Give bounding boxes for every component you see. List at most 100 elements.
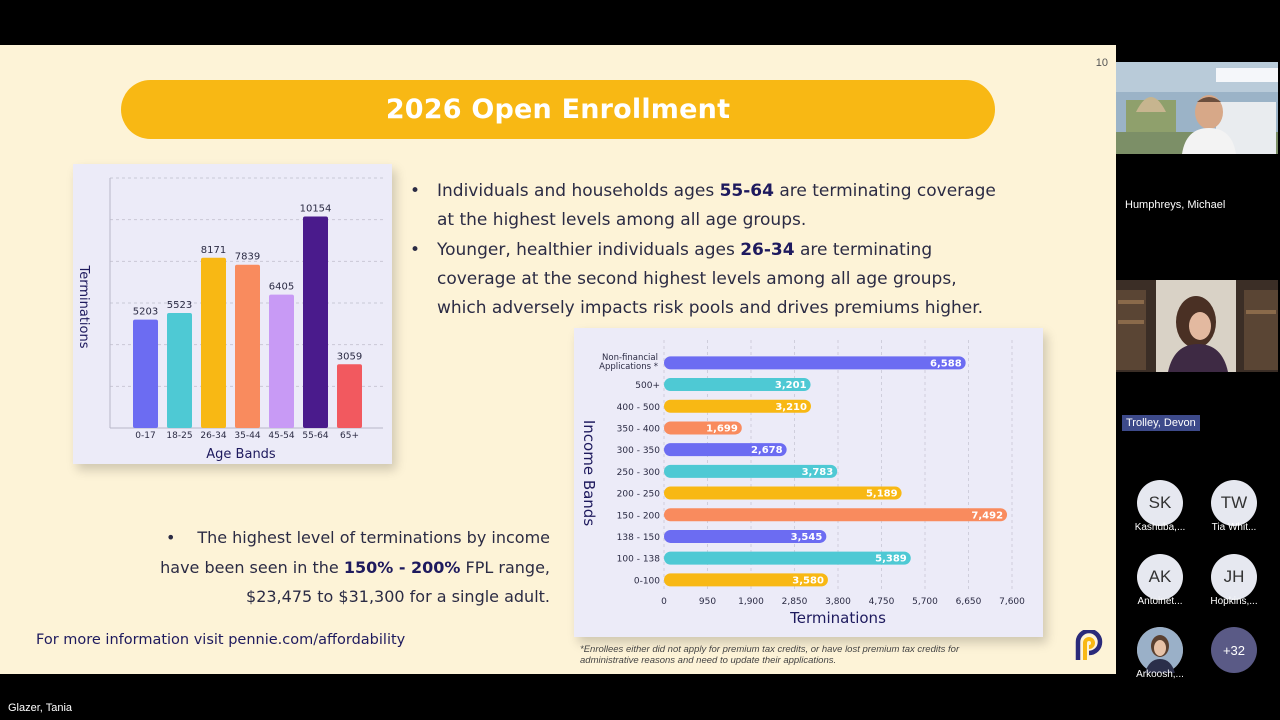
bar-value-label: 3,783 <box>802 467 834 478</box>
x-tick-label: 0-17 <box>135 431 155 441</box>
income-bullet: • The highest level of terminations by i… <box>160 523 550 612</box>
avatar-name: Kashuba,... <box>1134 522 1186 533</box>
age-chart-svg: 5203 0-17 5523 18-25 8171 26-34 7839 35-44 6405 4… <box>76 177 383 462</box>
bar-value-label: 5,389 <box>875 554 907 565</box>
bar <box>201 257 226 428</box>
bullet-item: • Individuals and households ages 55-64 … <box>410 177 1010 236</box>
bar-value-label: 5523 <box>167 300 192 311</box>
bullet-text: Younger, healthier individuals ages <box>437 239 741 260</box>
x-tick-label: 26-34 <box>200 431 226 441</box>
bullet-dot: • <box>410 239 421 260</box>
more-participants-button[interactable]: +32 <box>1211 627 1257 673</box>
x-axis-title: Terminations <box>789 609 886 627</box>
bullet-text: are terminating coverage at the second h… <box>437 239 984 319</box>
title-banner: 2026 Open Enrollment <box>121 80 995 139</box>
bar <box>133 319 158 428</box>
participant-avatar[interactable]: AK <box>1137 554 1183 600</box>
bar <box>167 312 192 428</box>
video-frame <box>1116 62 1278 154</box>
footnote: *Enrollees either did not apply for prem… <box>580 644 960 666</box>
bar-value-label: 2,678 <box>751 445 783 456</box>
bar <box>664 399 811 413</box>
bullet-text: The highest level of terminations by inc… <box>160 528 550 577</box>
participant-avatar[interactable]: SK <box>1137 480 1183 526</box>
participant-photo-avatar[interactable] <box>1137 627 1183 673</box>
x-tick-label: 45-54 <box>268 431 294 441</box>
bullet-emphasis: 55-64 <box>719 181 774 201</box>
y-tick-label: 500+ <box>635 381 660 391</box>
y-tick-label: 300 - 350 <box>617 446 661 456</box>
avatar-photo <box>1137 627 1183 673</box>
bar-value-label: 6,588 <box>930 358 962 369</box>
bar <box>269 294 294 428</box>
y-tick-label: 150 - 200 <box>617 511 661 521</box>
participant-video[interactable] <box>1116 280 1278 372</box>
bar-value-label: 3,580 <box>792 575 824 586</box>
bar-value-label: 3,210 <box>775 402 807 413</box>
bar <box>303 216 328 428</box>
bar <box>664 508 1008 522</box>
bullet-text: are terminating coverage at the highest … <box>437 181 996 231</box>
bullet-item: • Younger, healthier individuals ages 26… <box>410 236 1010 324</box>
y-tick-label: 400 - 500 <box>617 403 661 413</box>
participant-video[interactable] <box>1116 62 1278 154</box>
y-axis-title: Income Bands <box>580 420 598 526</box>
bar <box>337 364 362 428</box>
bar <box>664 464 838 478</box>
more-info-text: For more information visit pennie.com/af… <box>36 632 406 648</box>
bullet-emphasis: 150% - 200% <box>343 557 461 577</box>
bullet-dot: • <box>166 528 176 547</box>
bullet-list: • Individuals and households ages 55-64 … <box>410 177 1010 323</box>
x-tick-label: 7,600 <box>999 597 1025 607</box>
bar-value-label: 3059 <box>337 351 362 362</box>
bar-value-label: 7,492 <box>971 510 1003 521</box>
x-tick-label: 18-25 <box>166 431 192 441</box>
pennie-logo <box>1075 630 1103 660</box>
x-tick-label: 65+ <box>340 431 359 441</box>
y-tick-label: 350 - 400 <box>617 424 661 434</box>
slide-number: 10 <box>1095 57 1108 69</box>
income-chart-svg: 0 950 1,900 2,850 3,800 4,750 5,700 6,650 7,600 6… <box>580 340 1025 627</box>
presenter-name: Glazer, Tania <box>8 702 73 714</box>
x-tick-label: 35-44 <box>234 431 260 441</box>
y-axis-title: Terminations <box>76 264 91 348</box>
bar <box>235 264 260 428</box>
bullet-dot: • <box>410 181 421 201</box>
bar <box>664 573 828 587</box>
bullet-text: FPL range, $23,475 to $31,300 for a sing… <box>246 557 550 607</box>
x-tick-label: 4,750 <box>869 597 895 607</box>
participant-avatar[interactable]: TW <box>1211 480 1257 526</box>
bar-value-label: 1,699 <box>706 423 738 434</box>
bar-value-label: 5,189 <box>866 489 898 500</box>
slide-title: 2026 Open Enrollment <box>385 94 731 125</box>
y-tick-label: 200 - 250 <box>617 490 661 500</box>
bar-value-label: 10154 <box>300 203 332 214</box>
x-tick-label: 55-64 <box>302 431 328 441</box>
x-tick-label: 950 <box>699 597 716 607</box>
participant-name: Humphreys, Michael <box>1125 199 1226 211</box>
avatar-name: Antoinet... <box>1137 596 1183 607</box>
bar-value-label: 8171 <box>201 245 226 256</box>
avatar-name: Arkoosh,... <box>1136 669 1184 680</box>
bar <box>664 421 742 435</box>
x-tick-label: 1,900 <box>738 597 764 607</box>
shared-slide: 10 2026 Open Enrollment 5203 0-17 5523 18-2… <box>0 45 1116 674</box>
x-tick-label: 5,700 <box>912 597 938 607</box>
bar-value-label: 3,201 <box>775 380 807 391</box>
x-axis-title: Age Bands <box>206 447 276 462</box>
y-tick-label: 250 - 300 <box>617 468 661 478</box>
y-tick-label: 138 - 150 <box>617 533 661 543</box>
avatar-name: Tia Whit... <box>1211 522 1257 533</box>
x-tick-label: 0 <box>661 597 667 607</box>
bar-value-label: 3,545 <box>791 532 823 543</box>
y-tick-label: 0-100 <box>634 576 660 586</box>
avatar-name: Hopkins,... <box>1210 596 1258 607</box>
bar <box>664 356 966 370</box>
bar <box>664 529 827 543</box>
x-tick-label: 6,650 <box>956 597 982 607</box>
participant-avatar[interactable]: JH <box>1211 554 1257 600</box>
bar <box>664 486 902 500</box>
x-tick-label: 2,850 <box>782 597 808 607</box>
video-frame <box>1116 280 1278 372</box>
